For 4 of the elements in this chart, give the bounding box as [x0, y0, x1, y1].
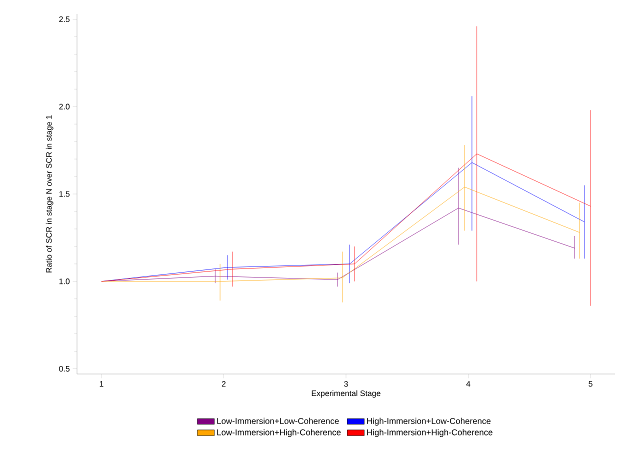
legend-label: Low-Immersion+Low-Coherence	[217, 418, 339, 424]
legend-label: High-Immersion+High-Coherence	[367, 429, 492, 437]
legend-label: High-Immersion+Low-Coherence	[367, 418, 491, 426]
legend-label: Low-Immersion+High-Coherence	[217, 429, 341, 437]
